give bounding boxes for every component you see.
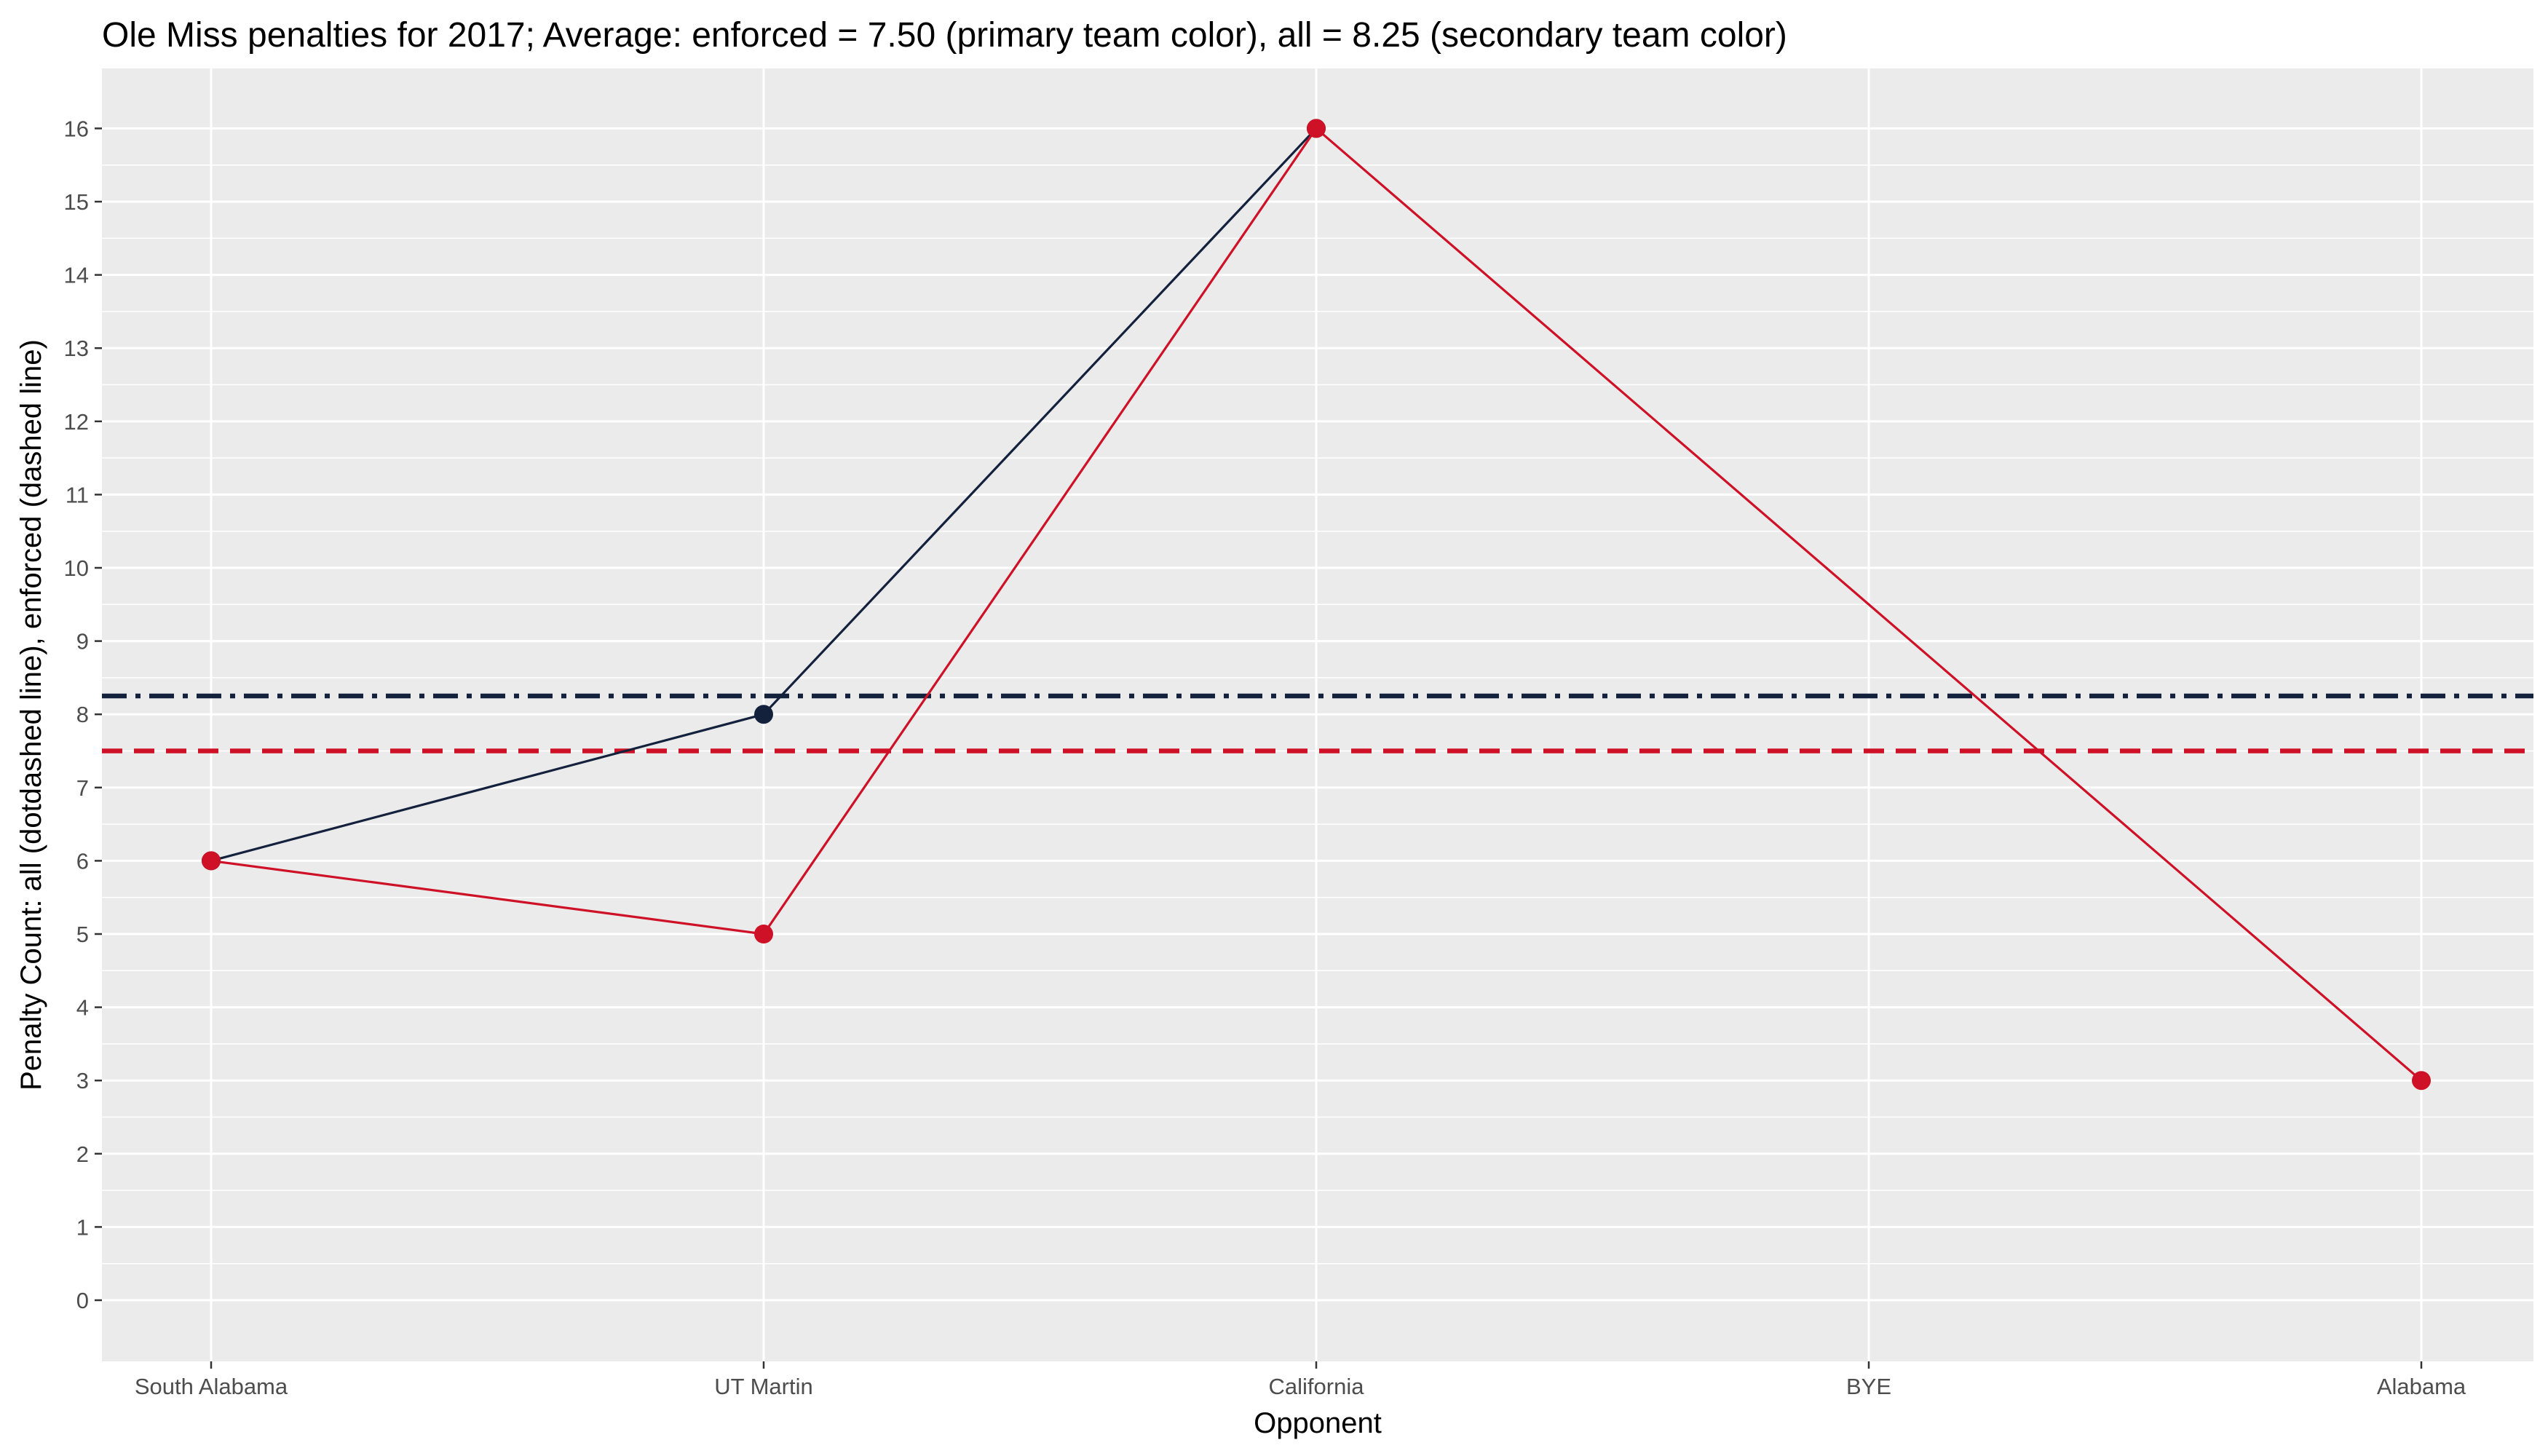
enforced-point — [202, 851, 221, 871]
chart-title: Ole Miss penalties for 2017; Average: en… — [102, 16, 1787, 55]
y-tick-label: 1 — [76, 1214, 89, 1240]
y-tick-label: 9 — [76, 629, 89, 654]
all-point — [754, 705, 773, 724]
reference-lines — [102, 693, 2533, 753]
y-tick-label: 8 — [76, 702, 89, 727]
y-tick-label: 11 — [66, 482, 89, 507]
x-tick-label: UT Martin — [714, 1374, 813, 1399]
enforced-point — [2412, 1071, 2431, 1091]
y-tick-label: 4 — [76, 995, 89, 1021]
y-tick-label: 14 — [64, 263, 89, 288]
y-tick-label: 12 — [64, 409, 89, 435]
y-axis-title: Penalty Count: all (dotdashed line), enf… — [15, 339, 47, 1091]
y-tick-label: 0 — [76, 1288, 89, 1313]
y-tick-label: 13 — [64, 336, 89, 361]
y-tick-label: 2 — [76, 1142, 89, 1167]
series-points — [202, 119, 2431, 1091]
y-tick-label: 10 — [64, 555, 89, 581]
x-tick-label: South Alabama — [135, 1374, 288, 1399]
x-tick-label: California — [1269, 1374, 1365, 1399]
enforced-point — [1307, 119, 1326, 138]
enforced-series-line — [210, 127, 2423, 1082]
y-tick-label: 6 — [76, 848, 89, 874]
x-axis-ticks: South Alabama UT Martin California BYE Alaba… — [135, 1361, 2466, 1399]
x-tick-label: Alabama — [2377, 1374, 2466, 1399]
y-tick-label: 16 — [64, 116, 89, 141]
y-tick-label: 7 — [76, 775, 89, 801]
y-tick-label: 5 — [76, 922, 89, 947]
x-tick-label: BYE — [1846, 1374, 1891, 1399]
x-axis-title: Opponent — [1254, 1407, 1382, 1439]
y-tick-label: 15 — [64, 189, 89, 215]
y-tick-label: 3 — [76, 1068, 89, 1093]
enforced-point — [754, 925, 773, 943]
